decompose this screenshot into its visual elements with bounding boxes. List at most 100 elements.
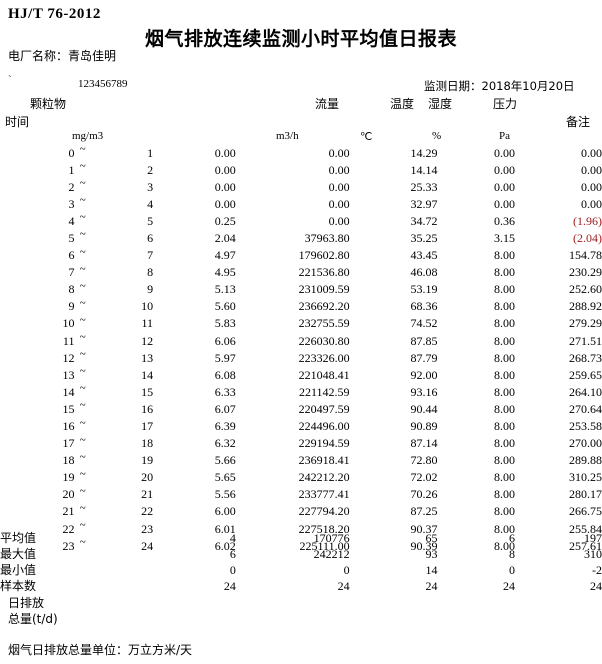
tilde-glyph: ~ [79, 501, 86, 514]
column-header-remark: 备注 [566, 115, 591, 129]
tilde-glyph: ~ [79, 536, 86, 549]
summary-dust: 0 [229, 563, 236, 578]
cell-hour-end: 11 [141, 316, 154, 331]
cell-hour-end: 7 [147, 248, 154, 263]
cell-pressure: 266.75 [569, 504, 602, 519]
cell-humidity: 8.00 [494, 350, 516, 365]
summary-label: 样本数 [0, 579, 37, 594]
cell-hour-range-separator: ~ [74, 279, 91, 298]
cell-hour-end: 22 [141, 504, 154, 519]
table-row: 10 ~11 5.83 232755.59 74.52 8.00 279.29 [0, 314, 602, 332]
cell-dust: 0.00 [214, 179, 236, 194]
tilde-glyph: ~ [79, 433, 86, 446]
cell-humidity: 8.00 [494, 384, 516, 399]
cell-hour-range-separator: ~ [74, 160, 91, 178]
cell-hour-start: 16 [62, 419, 75, 433]
cell-temperature: 90.37 [410, 521, 438, 536]
cell-flow: 236692.20 [298, 299, 350, 314]
sensor-id: 123456789 [78, 78, 128, 90]
tilde-glyph: ~ [79, 416, 86, 429]
cell-dust: 5.65 [214, 470, 236, 485]
tilde-glyph: ~ [79, 245, 86, 258]
unit-pressure: Pa [499, 130, 510, 142]
cell-pressure: 0.00 [581, 145, 602, 160]
cell-flow: 229194.59 [298, 436, 350, 451]
cell-temperature: 74.52 [410, 316, 438, 331]
tilde-glyph: ~ [79, 348, 86, 361]
cell-hour-range-separator: ~ [74, 314, 91, 332]
cell-hour-range-separator: ~ [74, 399, 91, 417]
cell-pressure: 0.00 [581, 179, 602, 194]
tilde-glyph: ~ [79, 296, 86, 309]
summary-humidity: 0 [509, 563, 516, 578]
cell-pressure: 252.60 [569, 282, 602, 297]
summary-row: 样本数 24 24 24 24 24 [0, 578, 602, 594]
cell-humidity: 0.00 [494, 179, 516, 194]
cell-hour-end: 24 [141, 538, 154, 553]
cell-temperature: 25.33 [410, 179, 438, 194]
cell-hour-end: 19 [141, 453, 154, 468]
summary-label: 平均值 [0, 531, 37, 545]
cell-hour-range-separator: ~ [74, 433, 91, 452]
cell-dust: 2.04 [214, 230, 236, 245]
cell-hour-start: 2 [68, 179, 75, 194]
cell-hour-start: 8 [68, 282, 75, 297]
cell-temperature: 72.80 [410, 453, 438, 468]
table-row: 20 ~21 5.56 233777.41 70.26 8.00 280.17 [0, 485, 602, 503]
summary-flow: 170776 [313, 531, 350, 545]
cell-temperature: 68.36 [410, 299, 438, 314]
table-row: 2 ~3 0.00 0.00 25.33 0.00 0.00 [0, 177, 602, 195]
cell-pressure: 268.73 [569, 350, 602, 365]
tilde-glyph: ~ [79, 143, 86, 155]
cell-dust: 0.00 [214, 162, 236, 177]
cell-hour-end: 8 [147, 265, 154, 280]
cell-hour-end: 2 [147, 162, 154, 177]
cell-temperature: 87.85 [410, 333, 438, 348]
cell-pressure: 270.00 [569, 436, 602, 451]
cell-dust: 5.60 [214, 299, 236, 314]
table-row: 12 ~13 5.97 223326.00 87.79 8.00 268.73 [0, 348, 602, 366]
cell-hour-range-separator: ~ [74, 143, 91, 161]
table-row: 17 ~18 6.32 229194.59 87.14 8.00 270.00 [0, 433, 602, 452]
cell-hour-start: 12 [62, 350, 75, 365]
cell-humidity: 8.00 [494, 316, 516, 331]
unit-flow: m3/h [276, 130, 299, 142]
cell-humidity: 8.00 [494, 419, 516, 433]
tilde-glyph: ~ [79, 331, 86, 344]
tilde-glyph: ~ [79, 467, 86, 480]
cell-hour-start: 15 [62, 401, 75, 416]
table-row: 8 ~9 5.13 231009.59 53.19 8.00 252.60 [0, 279, 602, 298]
cell-hour-start: 17 [62, 436, 75, 451]
tilde-glyph: ~ [79, 177, 86, 190]
cell-flow: 227794.20 [298, 504, 350, 519]
cell-hour-start: 21 [62, 504, 75, 519]
cell-temperature: 43.45 [410, 248, 438, 263]
cell-temperature: 70.26 [410, 487, 438, 502]
cell-hour-range-separator: ~ [74, 211, 91, 229]
cell-flow: 224496.00 [298, 419, 350, 433]
cell-hour-start: 11 [62, 333, 75, 348]
cell-flow: 231009.59 [298, 282, 350, 297]
summary-humidity: 8 [509, 547, 516, 562]
tilde-glyph: ~ [79, 450, 86, 463]
cell-dust: 5.83 [214, 316, 236, 331]
cell-hour-range-separator: ~ [74, 348, 91, 366]
cell-pressure: 280.17 [569, 487, 602, 502]
tilde-glyph: ~ [79, 228, 86, 241]
cell-dust: 6.02 [214, 538, 236, 553]
cell-hour-end: 12 [141, 333, 154, 348]
cell-temperature: 53.19 [410, 282, 438, 297]
cell-flow: 242212.20 [298, 470, 350, 485]
cell-humidity: 8.00 [494, 538, 516, 553]
summary-dust: 6 [229, 547, 236, 562]
cell-hour-start: 19 [62, 470, 75, 485]
cell-dust: 5.13 [214, 282, 236, 297]
tilde-glyph: ~ [79, 519, 86, 532]
cell-hour-start: 9 [68, 299, 75, 314]
summary-label: 最大值 [0, 547, 37, 562]
tilde-glyph: ~ [79, 279, 86, 292]
unit-humidity: % [432, 130, 442, 142]
cell-temperature: 90.44 [410, 401, 438, 416]
cell-humidity: 0.00 [494, 196, 516, 211]
cell-flow: 0.00 [328, 213, 350, 228]
